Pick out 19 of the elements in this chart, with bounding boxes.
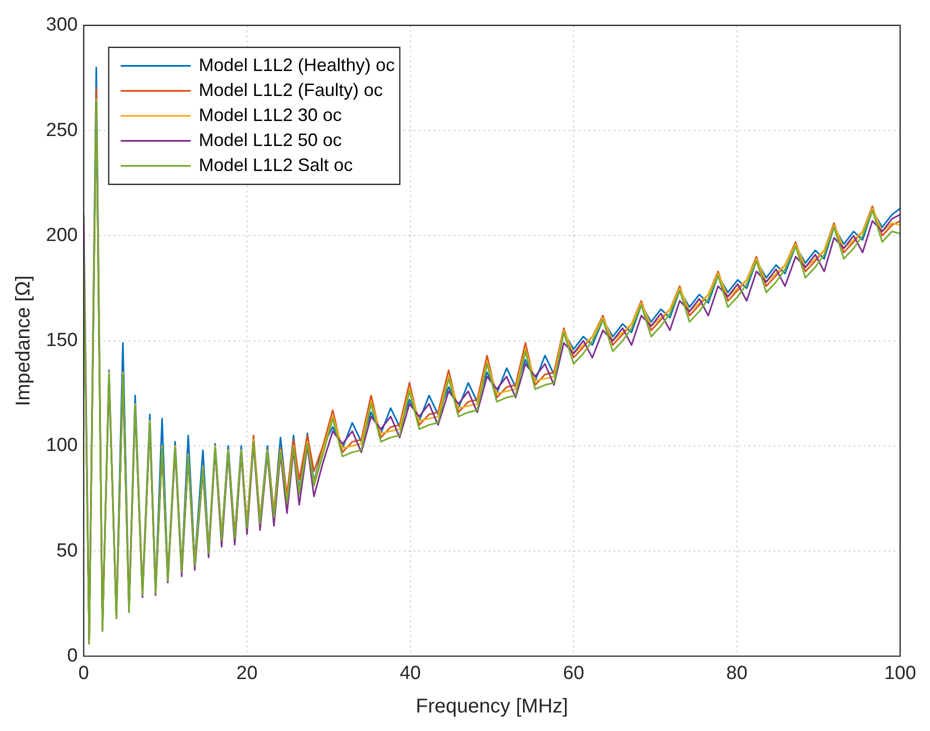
x-axis-title: Frequency [MHz] <box>416 696 568 718</box>
legend-label: Model L1L2 (Healthy) oc <box>198 54 395 75</box>
legend-label: Model L1L2 30 oc <box>198 104 342 125</box>
legend-label: Model L1L2 50 oc <box>198 130 342 150</box>
x-tick-label: 20 <box>236 662 258 684</box>
y-tick-label: 300 <box>46 14 78 36</box>
y-tick-label: 0 <box>67 645 78 666</box>
x-tick-label: 60 <box>563 662 584 684</box>
y-tick-label: 250 <box>46 120 78 141</box>
legend-label: Model L1L2 Salt oc <box>198 154 353 175</box>
x-tick-label: 80 <box>726 662 748 684</box>
y-tick-label: 150 <box>46 330 78 352</box>
legend-label: Model L1L2 (Faulty) oc <box>198 80 383 100</box>
y-tick-label: 100 <box>46 435 78 456</box>
y-tick-label: 50 <box>56 540 78 562</box>
y-tick-label: 200 <box>46 224 78 246</box>
x-tick-label: 40 <box>400 662 421 684</box>
x-tick-label: 100 <box>884 662 916 684</box>
y-axis-title: Impedance [Ω] <box>12 276 35 406</box>
